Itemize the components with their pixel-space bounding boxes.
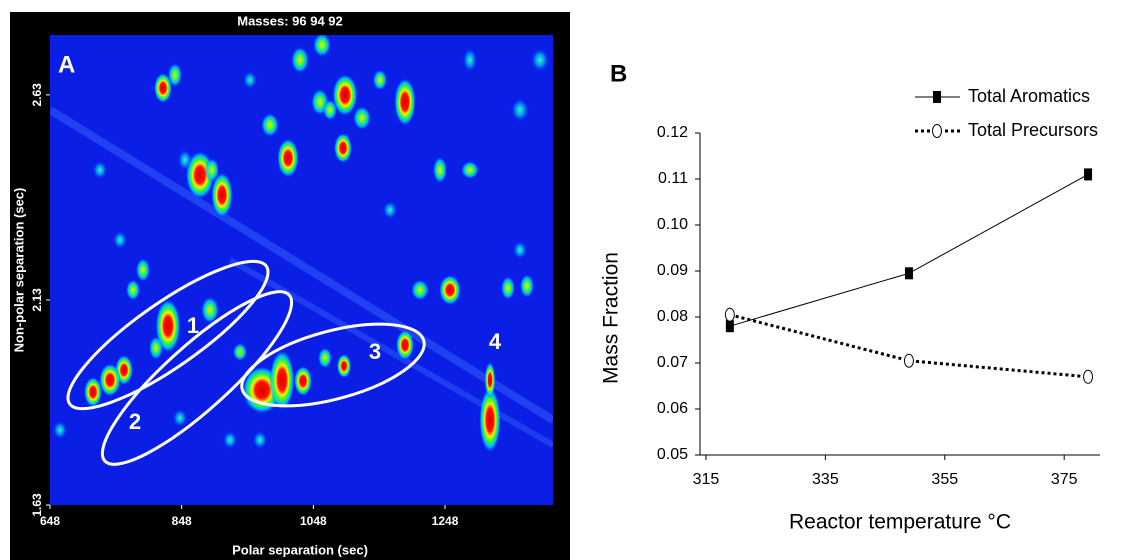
peak-blob [317, 347, 333, 369]
peak-blob [135, 258, 151, 282]
series-line [729, 173, 1089, 327]
y-tick-label: 0.09 [657, 262, 688, 279]
marker [1084, 168, 1093, 181]
y-tick-label: 2.63 [30, 83, 44, 107]
peak-blob [396, 330, 414, 360]
x-tick-label: 648 [40, 514, 60, 528]
peak-blob [148, 336, 164, 360]
peak-blob [242, 71, 258, 89]
heatmap-layer [50, 35, 553, 453]
peak-blob [439, 275, 461, 305]
marker [903, 353, 914, 368]
peak-blob [382, 201, 398, 219]
peak-blob [432, 156, 448, 184]
peak-blob [211, 172, 233, 218]
legend-label: Total Precursors [968, 120, 1098, 140]
peak-blob [204, 158, 220, 182]
panel-a-title: Masses: 96 94 92 [237, 13, 343, 28]
ellipse [100, 290, 294, 466]
annotation: 4 [489, 329, 502, 354]
peak-blob [479, 387, 501, 453]
series-line [729, 313, 1089, 379]
peak-blob [313, 35, 331, 57]
peak-blob [252, 431, 268, 449]
streak [50, 106, 553, 424]
legend-label: Total Aromatics [968, 86, 1090, 106]
y-tick-label: 0.06 [657, 400, 688, 417]
peak-blob [531, 48, 549, 72]
annotation: 2 [129, 409, 141, 434]
x-tick-label: 1248 [432, 514, 459, 528]
peak-blob [332, 74, 358, 116]
y-axis-label: Non-polar separation (sec) [11, 188, 26, 353]
ellipse [66, 259, 270, 411]
y-axis-label: Mass Fraction [600, 252, 623, 384]
peak-blob [500, 276, 516, 300]
y-tick-label: 2.13 [30, 288, 44, 312]
peak-blob [277, 138, 299, 178]
y-tick-label: 1.63 [30, 493, 44, 517]
peak-blob [394, 78, 416, 126]
peak-blob [411, 279, 429, 301]
peak-blob [294, 366, 312, 396]
peak-blob [353, 106, 371, 130]
peak-blob [155, 299, 181, 353]
panel-label: B [610, 60, 627, 87]
x-tick-label: 1048 [300, 514, 327, 528]
annotation: 3 [369, 339, 381, 364]
peak-blob [261, 113, 279, 137]
panel-label: A [58, 51, 75, 78]
peak-blob [512, 241, 528, 259]
marker [904, 267, 913, 280]
x-tick-label: 315 [693, 471, 720, 488]
peak-blob [322, 99, 338, 121]
annotation-ellipses [66, 259, 426, 466]
y-tick-label: 0.05 [657, 446, 688, 463]
x-axis-label: Reactor temperature °C [789, 511, 1011, 534]
y-tick-label: 0.11 [658, 170, 688, 187]
y-tick-label: 0.10 [657, 216, 688, 233]
peak-blob [222, 431, 238, 449]
peak-blob [232, 343, 248, 361]
peak-blob [177, 149, 193, 171]
peak-blob [269, 350, 295, 410]
peak-blob [336, 354, 352, 378]
x-tick-label: 848 [172, 514, 192, 528]
peak-blob [84, 377, 102, 407]
peak-blob [92, 161, 108, 179]
marker [724, 307, 735, 322]
peak-blob [334, 133, 352, 163]
peak-blob [462, 48, 478, 72]
peak-blob [511, 98, 529, 122]
annotation: 1 [187, 313, 199, 338]
ellipse [240, 322, 426, 408]
x-axis-label: Polar separation (sec) [232, 542, 368, 557]
x-tick-label: 335 [812, 471, 839, 488]
peak-blob [372, 69, 388, 91]
peak-blob [52, 421, 68, 439]
peak-blob [125, 279, 141, 301]
peak-blob [172, 409, 188, 427]
marker [933, 91, 941, 103]
peak-blob [461, 161, 479, 179]
y-tick-label: 0.12 [657, 124, 688, 141]
peak-blob [519, 274, 535, 298]
peak-blob [99, 363, 121, 397]
marker [1083, 369, 1094, 384]
peak-blob [112, 231, 128, 249]
peak-blob [484, 362, 496, 398]
y-tick-label: 0.08 [657, 308, 688, 325]
marker [932, 124, 942, 138]
peak-blob [291, 46, 309, 74]
peak-blob [154, 73, 172, 103]
marker [725, 320, 734, 333]
y-tick-label: 0.07 [657, 354, 688, 371]
peak-blob [201, 296, 219, 324]
x-tick-label: 355 [931, 471, 958, 488]
peak-blob [167, 63, 183, 87]
heatmap-background [50, 35, 553, 505]
x-tick-label: 375 [1051, 471, 1078, 488]
